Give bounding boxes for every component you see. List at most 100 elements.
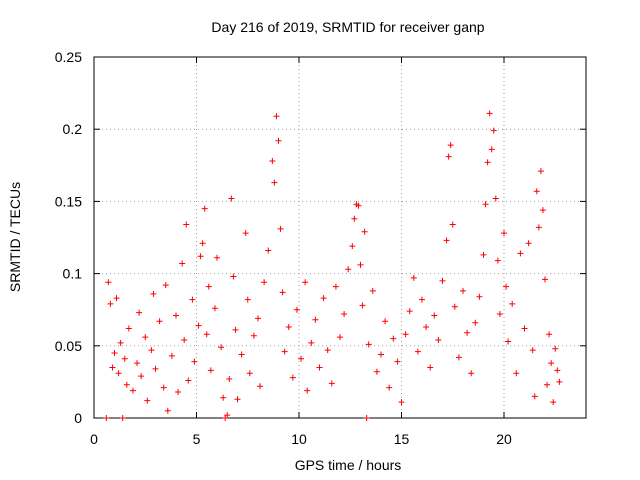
data-point (451, 303, 458, 310)
data-point (105, 279, 112, 286)
data-point (275, 137, 282, 144)
data-point (525, 240, 532, 247)
data-point (550, 399, 557, 406)
data-point (160, 384, 167, 391)
data-point (496, 311, 503, 318)
data-point (539, 207, 546, 214)
y-axis-label: SRMTID / TECUs (7, 182, 23, 292)
data-point (123, 381, 130, 388)
data-point (242, 230, 249, 237)
data-point (492, 195, 499, 202)
data-point (464, 329, 471, 336)
data-point (460, 287, 466, 294)
data-point (365, 341, 372, 348)
data-point (406, 308, 413, 315)
data-point (238, 351, 245, 358)
data-point (148, 347, 155, 354)
data-point (402, 331, 409, 338)
data-point (125, 325, 132, 332)
data-point (203, 331, 210, 338)
data-point (269, 157, 276, 164)
data-point (548, 360, 555, 367)
data-point (337, 334, 343, 341)
data-point (455, 354, 462, 361)
data-point (546, 331, 553, 338)
data-point (207, 367, 214, 374)
data-point (230, 273, 237, 280)
data-point (320, 295, 327, 302)
data-point (173, 312, 179, 319)
data-point (472, 319, 479, 326)
data-point (332, 283, 339, 290)
data-point (205, 283, 212, 290)
data-point (488, 146, 495, 153)
y-tick-label: 0.15 (55, 193, 82, 209)
data-point (501, 230, 507, 237)
data-point (390, 335, 397, 342)
data-point (220, 394, 227, 401)
data-point (490, 127, 497, 134)
x-axis-label: GPS time / hours (295, 457, 402, 473)
data-point (136, 309, 143, 316)
data-points (103, 110, 563, 421)
data-point (363, 415, 370, 421)
data-point (357, 261, 364, 268)
data-point (115, 370, 122, 377)
data-point (273, 113, 280, 120)
data-point (293, 306, 300, 313)
data-point (486, 110, 493, 117)
data-point (316, 364, 323, 371)
data-point (423, 324, 430, 331)
data-point (142, 334, 149, 341)
data-point (183, 221, 190, 228)
data-point (349, 243, 356, 250)
data-point (134, 360, 141, 367)
data-point (214, 254, 220, 261)
data-point (341, 311, 348, 318)
data-point (505, 338, 512, 345)
data-point (298, 355, 305, 362)
data-point (103, 415, 110, 421)
plot-frame (93, 56, 587, 419)
data-point (509, 300, 516, 307)
data-point (255, 315, 261, 322)
data-point (226, 376, 233, 383)
data-point (277, 225, 284, 232)
y-tick-label: 0 (74, 410, 82, 426)
data-point (513, 370, 520, 377)
data-point (201, 205, 208, 212)
x-tick-label: 10 (291, 431, 307, 447)
data-point (554, 367, 561, 374)
data-point (517, 250, 524, 257)
data-point (351, 215, 358, 222)
data-point (279, 289, 286, 296)
data-point (197, 253, 204, 260)
data-point (250, 332, 257, 339)
data-point (224, 412, 231, 419)
y-tick-label: 0.25 (55, 49, 82, 65)
data-point (382, 318, 389, 325)
data-point (191, 358, 198, 365)
data-point (107, 300, 114, 307)
data-point (468, 370, 475, 377)
data-point (535, 224, 542, 231)
data-point (359, 302, 366, 309)
data-point (494, 257, 501, 264)
data-point (234, 396, 241, 403)
data-point (529, 347, 536, 354)
data-point (369, 287, 376, 294)
data-point (121, 355, 128, 362)
data-point (246, 370, 253, 377)
data-point (361, 228, 368, 235)
data-point (164, 407, 171, 414)
data-point (179, 260, 186, 267)
data-point (244, 296, 251, 303)
grid (94, 57, 586, 418)
data-point (181, 337, 188, 344)
x-tick-label: 5 (193, 431, 201, 447)
data-point (373, 368, 380, 375)
data-point (189, 296, 196, 303)
data-point (476, 293, 483, 300)
data-point (285, 324, 292, 331)
data-point (185, 377, 192, 384)
